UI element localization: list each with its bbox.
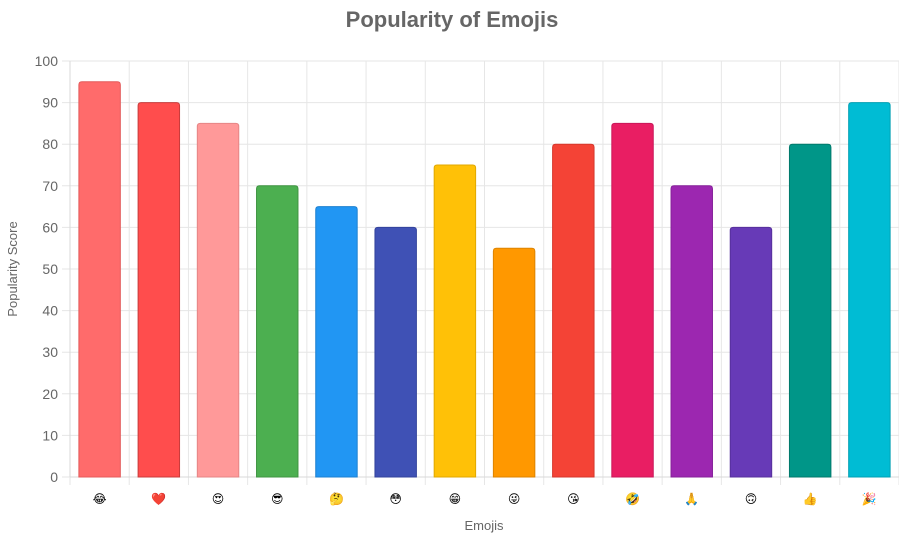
bar-1[interactable] [78,81,121,478]
x-tick-label: ❤️ [151,492,166,506]
x-tick-label: 😜 [508,492,521,506]
x-tick-label: 😳 [389,492,402,506]
y-tick-label: 60 [42,219,58,235]
x-tick-label: 😂 [93,492,107,506]
x-tick-label: 😘 [567,492,580,506]
y-tick-label: 40 [42,303,58,319]
bar-7[interactable] [433,164,477,478]
bar-2[interactable] [137,102,181,478]
y-tick-label: 30 [42,344,58,360]
x-tick-label: 🙃 [745,492,758,506]
bar-11[interactable] [670,185,713,478]
x-tick-label: 🤣 [624,492,640,507]
y-tick-label: 70 [42,178,58,194]
x-tick-label: 🎉 [862,492,877,506]
y-axis-ticks: 0 10 20 30 40 50 60 70 80 90 100 [35,53,59,485]
chart-title: Popularity of Emojis [346,7,559,32]
x-tick-label: 😎 [271,492,284,506]
y-tick-label: 80 [42,136,58,152]
y-tick-label: 100 [35,53,59,69]
y-tick-label: 20 [42,386,58,402]
y-tick-label: 10 [42,427,58,443]
x-tick-label: 🙏 [684,492,699,506]
y-tick-label: 90 [42,95,58,111]
bar-4[interactable] [256,185,299,478]
y-tick-label: 50 [42,261,58,277]
bar-8[interactable] [492,247,536,478]
x-tick-label: 😍 [212,492,225,506]
bar-10[interactable] [611,122,654,478]
bar-14[interactable] [848,102,891,478]
y-tick-label: 0 [50,469,58,485]
bars-layer [78,81,891,478]
grid-layer [62,60,899,485]
bar-9[interactable] [552,143,595,478]
bar-6[interactable] [374,226,417,478]
bar-12[interactable] [729,226,773,478]
x-axis-title: Emojis [464,518,504,533]
bar-5[interactable] [315,206,358,478]
y-axis-title: Popularity Score [5,221,20,316]
bar-3[interactable] [196,122,240,478]
x-tick-label: 🤔 [329,492,344,506]
x-axis-ticks: 😂 ❤️ 😍 😎 🤔 😳 😁 😜 😘 🤣 🙏 🙃 👍 🎉 [93,492,877,507]
x-tick-label: 😁 [449,492,462,506]
bar-13[interactable] [788,143,832,478]
x-tick-label: 👍 [803,492,818,506]
